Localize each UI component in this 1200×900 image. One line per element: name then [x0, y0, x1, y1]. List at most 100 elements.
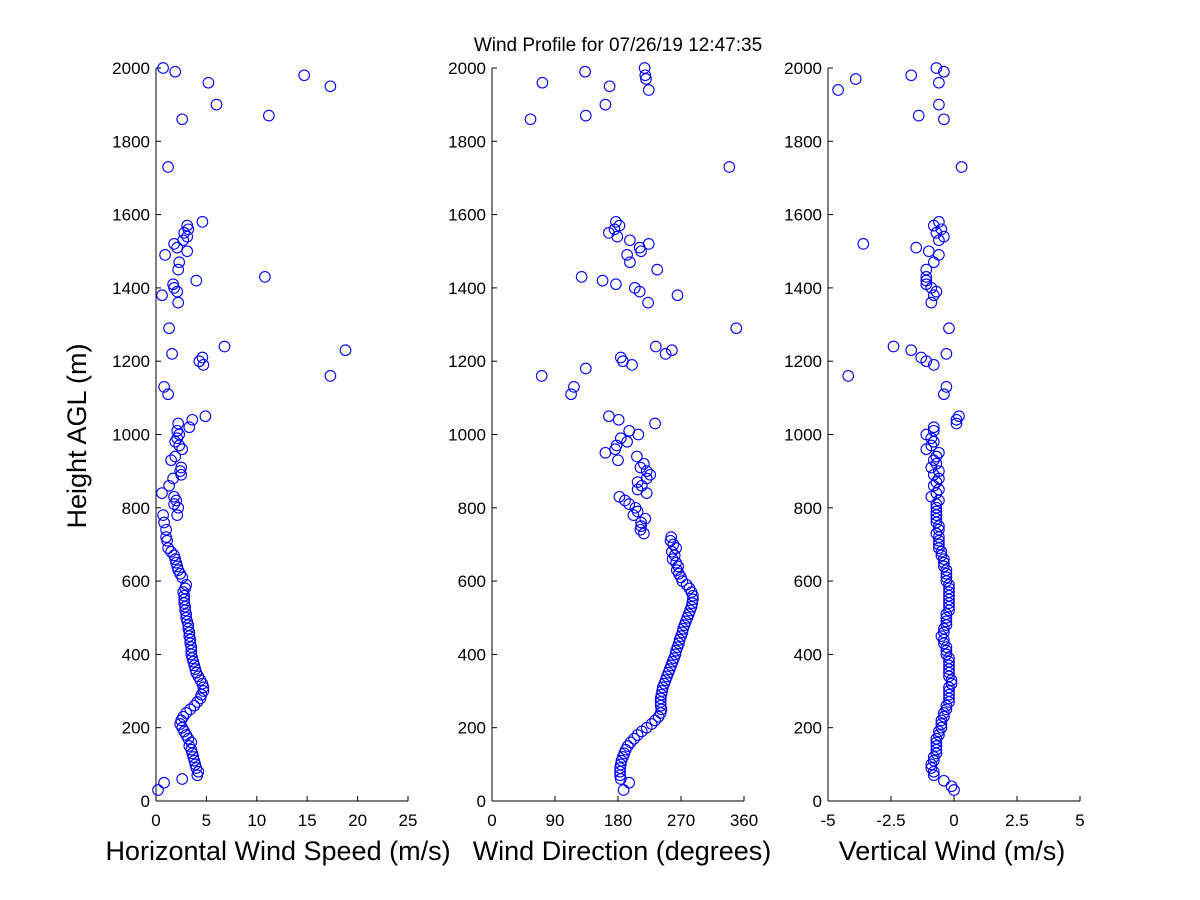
vertical-data-point	[953, 410, 965, 423]
wind-direction-panel: 0 200 400 600 800 1000 1200 1400 1600 1800 2000 0 90…	[448, 59, 771, 866]
vertical-data-point	[930, 732, 943, 745]
speed-data-point	[176, 113, 189, 126]
speed-data-point	[218, 340, 231, 353]
vertical-data-point	[938, 113, 950, 126]
vertical-y-tick-label: 200	[794, 719, 822, 738]
vertical-data-point	[920, 278, 933, 291]
speed-x-tick-label: 0	[151, 811, 160, 830]
vertical-data-point	[940, 571, 953, 584]
direction-data-point	[631, 483, 644, 496]
direction-data-point	[624, 256, 636, 269]
direction-data-point	[596, 274, 609, 287]
speed-y-tick-label: 1200	[112, 352, 150, 371]
vertical-data-point	[933, 538, 945, 551]
speed-data-point	[175, 461, 188, 474]
vertical-data-point	[940, 567, 953, 580]
vertical-data-point	[940, 564, 953, 576]
direction-y-tick-label: 1600	[448, 206, 486, 225]
y-axis-label: Height AGL (m)	[62, 343, 92, 528]
direction-data-point	[640, 73, 652, 85]
direction-data-point	[629, 501, 642, 514]
vertical-data-point	[943, 582, 955, 595]
vertical-data-point	[927, 751, 940, 763]
vertical-data-point	[940, 348, 953, 360]
speed-data-point	[158, 381, 170, 393]
vertical-data-point	[940, 644, 953, 657]
speed-data-point	[171, 241, 184, 254]
speed-data-point	[166, 348, 178, 360]
vertical-data-point	[927, 769, 940, 782]
vertical-data-point	[938, 710, 950, 723]
vertical-data-point	[943, 586, 955, 598]
speed-data-point	[176, 773, 189, 785]
vertical-data-point	[922, 245, 935, 258]
direction-y-tick-label: 400	[458, 645, 486, 664]
speed-data-point	[182, 622, 195, 635]
speed-data-point	[172, 501, 185, 514]
direction-data-point	[640, 465, 653, 477]
direction-data-point	[665, 531, 678, 543]
vertical-data-point	[940, 648, 953, 661]
speed-data-point	[184, 703, 197, 716]
direction-data-point	[649, 340, 662, 353]
direction-data-point	[638, 62, 651, 74]
vertical-data-point	[887, 340, 900, 353]
vertical-data-point	[927, 421, 940, 434]
vertical-data-point	[933, 725, 945, 738]
vertical-data-point	[832, 84, 844, 96]
direction-data-point	[639, 512, 652, 525]
speed-axis-ticks: 0 200 400 600 800 1000 1200 1400 1600 1800 2000 0 5 1…	[112, 59, 417, 830]
speed-data-point	[173, 256, 186, 269]
direction-data-point	[634, 461, 647, 474]
direction-data-point	[613, 490, 626, 503]
direction-data-point	[676, 626, 689, 639]
vertical-data-point	[930, 501, 943, 514]
direction-data-point	[623, 424, 636, 437]
vertical-y-tick-label: 0	[813, 792, 822, 811]
speed-data-point	[324, 370, 337, 382]
direction-data-point	[639, 69, 652, 82]
direction-data-point	[603, 80, 616, 93]
direction-y-tick-label: 1200	[448, 352, 486, 371]
speed-data-point	[180, 707, 193, 719]
direction-data-point	[631, 450, 643, 463]
speed-y-tick-label: 200	[122, 719, 150, 738]
vertical-data-point	[930, 62, 943, 74]
vertical-y-tick-label: 1400	[784, 279, 822, 298]
speed-data-point	[168, 490, 180, 503]
speed-y-tick-label: 1600	[112, 206, 150, 225]
vertical-data-point	[925, 296, 938, 309]
direction-data-point	[671, 289, 684, 302]
vertical-data-point	[940, 703, 953, 716]
vertical-data-point	[930, 505, 943, 518]
speed-data-point	[165, 545, 177, 558]
vertical-data-point	[933, 465, 945, 477]
speed-data-point	[193, 355, 206, 368]
direction-y-tick-label: 1800	[448, 132, 486, 151]
direction-data-point	[673, 637, 685, 650]
direction-data-point	[610, 216, 622, 228]
direction-y-tick-label: 600	[458, 572, 486, 591]
direction-data-point	[603, 227, 615, 239]
direction-data-point	[683, 582, 696, 595]
vertical-data-point	[935, 223, 948, 236]
direction-data-point	[635, 516, 647, 529]
speed-data-point	[199, 410, 212, 423]
direction-data-point	[610, 439, 623, 452]
speed-data-point	[162, 388, 174, 401]
vertical-x-axis-label: Vertical Wind (m/s)	[839, 836, 1066, 866]
direction-x-tick-label: 270	[667, 811, 695, 830]
speed-data-points	[152, 62, 352, 796]
vertical-data-point	[950, 413, 963, 426]
direction-data-point	[640, 472, 653, 485]
vertical-data-point	[938, 622, 950, 635]
direction-y-tick-label: 800	[458, 499, 486, 518]
direction-data-point	[621, 740, 634, 752]
speed-data-point	[298, 69, 311, 82]
speed-y-tick-label: 1000	[112, 426, 150, 445]
vertical-data-point	[920, 271, 933, 283]
vertical-data-point	[943, 688, 955, 701]
speed-data-point	[263, 109, 275, 122]
speed-data-point	[196, 351, 209, 364]
vertical-data-point	[945, 780, 958, 793]
